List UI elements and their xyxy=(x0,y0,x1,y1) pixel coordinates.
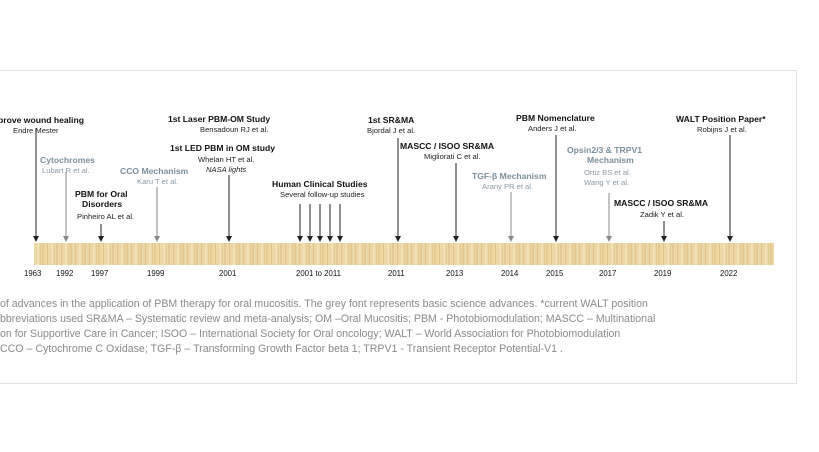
svg-text:CCO Mechanism: CCO Mechanism xyxy=(120,166,189,176)
svg-text:Wang Y et al.: Wang Y et al. xyxy=(584,178,629,187)
caption-line: of advances in the application of PBM th… xyxy=(0,298,648,310)
svg-text:Human Clinical Studies: Human Clinical Studies xyxy=(272,179,368,189)
year-labels: 1963 1992 1997 1999 2001 2001 to 2011 20… xyxy=(24,269,737,278)
timeline-bar xyxy=(34,243,774,265)
year-label: 2011 xyxy=(388,269,405,278)
milestone-1997: PBM for Oral Disorders Pinheiro AL et al… xyxy=(75,189,134,221)
milestone-2015: PBM Nomenclature Anders J et al. xyxy=(516,113,595,133)
milestone-2013: MASCC / ISOO SR&MA Migliorati C et al. xyxy=(400,141,494,161)
svg-text:Whelan HT et al.: Whelan HT et al. xyxy=(198,155,254,164)
year-label: 2014 xyxy=(501,269,519,278)
svg-text:Bensadoun RJ et al.: Bensadoun RJ et al. xyxy=(200,125,268,134)
svg-text:Migliorati C et al.: Migliorati C et al. xyxy=(424,152,481,161)
svg-text:PBM for Oral: PBM for Oral xyxy=(75,189,128,199)
milestone-1999: CCO Mechanism Karu T et al. xyxy=(120,166,189,186)
year-label: 1999 xyxy=(147,269,164,278)
year-label: 1997 xyxy=(91,269,108,278)
caption-line: CCO – Cytochrome C Oxidase; TGF-β – Tran… xyxy=(0,343,563,355)
milestone-2022: WALT Position Paper* Robijns J et al. xyxy=(676,114,766,134)
svg-text:Pinheiro AL et al.: Pinheiro AL et al. xyxy=(77,212,134,221)
svg-text:Karu T et al.: Karu T et al. xyxy=(137,177,178,186)
timeline-figure: prove wound healing Endre Mester Cytochr… xyxy=(0,70,797,384)
svg-text:prove wound healing: prove wound healing xyxy=(0,115,84,125)
figure-caption: of advances in the application of PBM th… xyxy=(0,297,780,357)
year-label: 2022 xyxy=(720,269,737,278)
milestone-2019: MASCC / ISOO SR&MA Zadik Y et al. xyxy=(614,198,708,219)
svg-text:Lubart R et al.: Lubart R et al. xyxy=(42,166,90,175)
svg-text:Cytochromes: Cytochromes xyxy=(40,155,95,165)
svg-text:Endre Mester: Endre Mester xyxy=(13,126,59,135)
svg-text:1st SR&MA: 1st SR&MA xyxy=(368,115,414,125)
svg-text:WALT Position Paper*: WALT Position Paper* xyxy=(676,114,766,124)
svg-text:Mechanism: Mechanism xyxy=(587,155,634,165)
svg-text:1st Laser PBM-OM Study: 1st Laser PBM-OM Study xyxy=(168,114,270,124)
svg-text:Robijns J et al.: Robijns J et al. xyxy=(697,125,747,134)
year-label: 2019 xyxy=(654,269,671,278)
year-label: 2017 xyxy=(599,269,616,278)
year-label: 1963 xyxy=(24,269,41,278)
milestone-1992: Cytochromes Lubart R et al. xyxy=(40,155,95,175)
caption-line: on for Supportive Care in Cancer; ISOO –… xyxy=(0,328,621,340)
milestone-2001-laser: 1st Laser PBM-OM Study Bensadoun RJ et a… xyxy=(168,114,270,134)
year-label: 2001 to 2011 xyxy=(296,269,341,278)
svg-text:Anders J et al.: Anders J et al. xyxy=(528,124,577,133)
svg-text:1st LED PBM in OM study: 1st LED PBM in OM study xyxy=(170,143,275,153)
svg-text:Bjordal J et al.: Bjordal J et al. xyxy=(367,126,415,135)
milestone-1963: prove wound healing Endre Mester xyxy=(0,115,84,135)
year-label: 2015 xyxy=(546,269,564,278)
milestone-2011: 1st SR&MA Bjordal J et al. xyxy=(367,115,415,135)
milestone-2014: TGF-β Mechanism Arany PR et al. xyxy=(472,171,547,191)
svg-text:NASA lights: NASA lights xyxy=(206,165,246,174)
svg-text:Opsin2/3 & TRPV1: Opsin2/3 & TRPV1 xyxy=(567,145,642,155)
timeline-arrows xyxy=(33,128,733,242)
svg-text:Several follow-up studies: Several follow-up studies xyxy=(280,190,365,199)
caption-line: bbreviations used SR&MA – Systematic rev… xyxy=(0,313,656,325)
year-label: 1992 xyxy=(56,269,73,278)
svg-text:MASCC / ISOO SR&MA: MASCC / ISOO SR&MA xyxy=(614,198,708,208)
milestone-clinical-studies: Human Clinical Studies Several follow-up… xyxy=(272,179,368,199)
timeline-diagram: prove wound healing Endre Mester Cytochr… xyxy=(0,113,774,278)
svg-text:Zadik Y et al.: Zadik Y et al. xyxy=(640,210,684,219)
year-label: 2013 xyxy=(446,269,463,278)
milestone-2001-led: 1st LED PBM in OM study Whelan HT et al.… xyxy=(170,143,275,174)
year-label: 2001 xyxy=(219,269,236,278)
svg-text:Disorders: Disorders xyxy=(82,199,122,209)
milestone-2017: Opsin2/3 & TRPV1 Mechanism Ortiz BS et a… xyxy=(567,145,642,187)
svg-text:TGF-β Mechanism: TGF-β Mechanism xyxy=(472,171,547,181)
svg-text:MASCC / ISOO SR&MA: MASCC / ISOO SR&MA xyxy=(400,141,494,151)
svg-text:Arany PR et al.: Arany PR et al. xyxy=(482,182,533,191)
svg-text:Ortiz BS et al.: Ortiz BS et al. xyxy=(584,168,631,177)
svg-text:PBM Nomenclature: PBM Nomenclature xyxy=(516,113,595,123)
